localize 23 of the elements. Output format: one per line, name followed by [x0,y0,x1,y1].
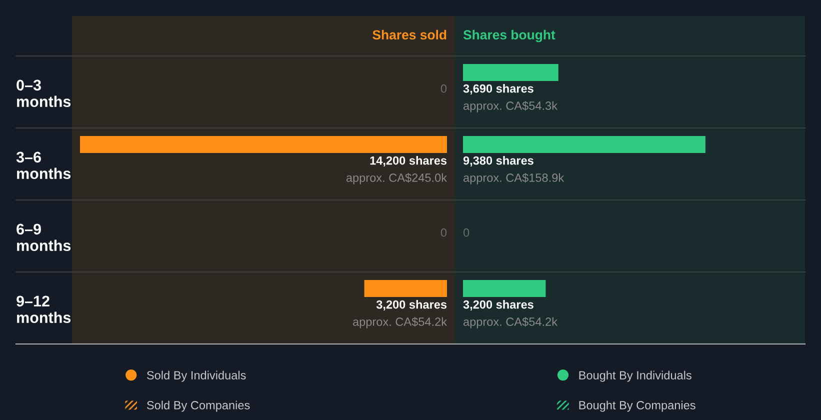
annotation: approx. CA$54.3k [464,101,558,112]
data-label: 0 [440,228,447,237]
data-label: 3,200 shares [463,300,534,310]
data-label: 9,380 shares [463,156,534,166]
y-tick-label: 6–9 months [16,224,71,252]
y-tick-label: 9–12 months [16,296,71,324]
y-tick-label: 3–6 months [16,152,71,180]
data-label: 0 [463,228,470,237]
legend-label: Sold By Companies [146,400,250,412]
y-tick-label: 0–3 months [16,80,71,108]
annotation: approx. CA$158.9k [464,173,564,184]
data-label: 3,200 shares [376,300,447,310]
legend-label: Sold By Individuals [146,370,246,382]
annotation: approx. CA$54.2k [353,317,448,328]
annotation: approx. CA$245.0k [346,173,448,184]
chart-title: Shares sold [372,30,446,40]
legend-label: Bought By Companies [579,400,696,412]
chart-title: Shares bought [463,30,556,42]
legend-label: Bought By Individuals [579,370,692,382]
data-label: 3,690 shares [463,84,534,94]
annotation: approx. CA$54.2k [464,317,558,328]
data-label: 14,200 shares [370,156,447,166]
data-label: 0 [440,84,447,93]
